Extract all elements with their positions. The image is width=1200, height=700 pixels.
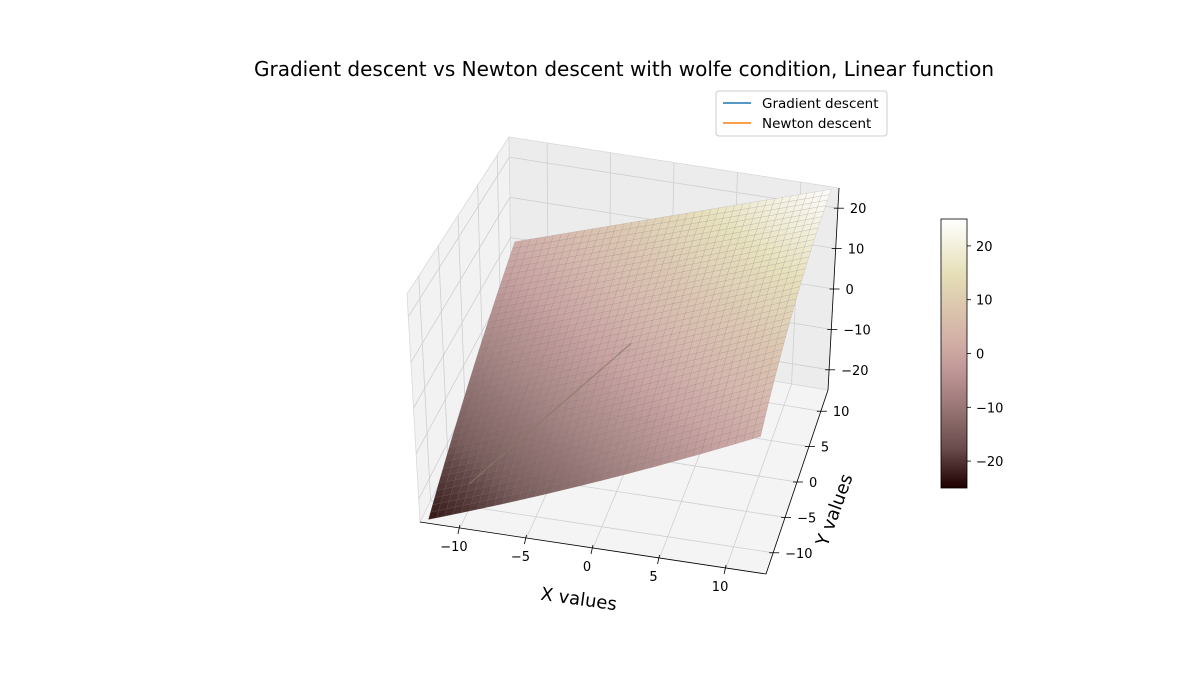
descent-path-newton	[468, 343, 632, 485]
surface-cell	[766, 368, 778, 379]
y-tick-label: −10	[785, 547, 812, 562]
grid-line	[413, 237, 511, 409]
surface-cell	[770, 355, 781, 365]
z-tick-label: −10	[843, 323, 870, 338]
z-ticks: −20 −10 0 10 20	[825, 202, 871, 379]
colorbar-tick-label: 0	[976, 348, 984, 363]
y-tick-label: 10	[833, 405, 850, 420]
x-tick-label: −5	[511, 550, 530, 565]
surface-cell	[784, 304, 795, 314]
x-tick-label: −10	[440, 540, 467, 555]
z-tick-label: 0	[846, 283, 854, 298]
colorbar-tick-label: 10	[976, 294, 993, 309]
x-tick-label: 10	[712, 580, 729, 595]
y-tick-label: 5	[821, 441, 829, 456]
legend-label-gradient: Gradient descent	[762, 96, 879, 112]
grid-line	[410, 197, 511, 363]
colorbar-tick-label: −10	[976, 401, 1003, 416]
x-tick-mark	[590, 544, 594, 555]
surface-cell	[755, 415, 766, 426]
surface-cell	[782, 310, 794, 320]
surface-cell	[763, 381, 775, 392]
surface-cell	[768, 361, 780, 372]
surface-cell	[817, 199, 828, 208]
x-tick-mark	[457, 524, 461, 535]
surface-cell	[778, 323, 790, 333]
legend-label-newton: Newton descent	[762, 116, 871, 132]
z-tick-label: 10	[848, 243, 865, 258]
descent-path-gradient	[468, 343, 632, 485]
surface-cell	[813, 210, 825, 219]
x-axis-label: X values	[539, 584, 618, 615]
x-tick-mark	[723, 564, 727, 575]
colorbar	[940, 218, 968, 489]
grid-line	[430, 500, 774, 554]
colorbar-tick-label: −20	[976, 455, 1003, 470]
surface-cell	[780, 317, 792, 327]
surface-cell	[751, 429, 763, 440]
x-tick-label: 0	[583, 560, 591, 575]
surface-cell	[775, 336, 787, 346]
surface-plot	[428, 188, 832, 520]
grid-line	[407, 156, 510, 318]
z-tick-label: 20	[850, 202, 867, 217]
x-axis-line	[419, 521, 767, 575]
colorbar-tick-label: 20	[976, 240, 993, 255]
y-axis-label: Y values	[812, 471, 858, 550]
surface-cell	[787, 292, 799, 302]
chart-title: Gradient descent vs Newton descent with …	[254, 57, 994, 81]
y-ticks: −10 −5 0 5 10	[769, 405, 849, 562]
x-tick-mark	[524, 534, 527, 545]
y-tick-label: −5	[797, 511, 816, 526]
legend-box	[715, 90, 888, 137]
x-tick-label: 5	[649, 570, 657, 585]
x-ticks: −10 −5 0 5 10	[440, 524, 729, 595]
colorbar-ticks: 20 10 0 −10 −20	[967, 240, 1003, 470]
descent-paths	[468, 343, 632, 485]
z-tick-label: −20	[841, 364, 868, 379]
legend: Gradient descent Newton descent	[715, 90, 888, 137]
x-tick-mark	[657, 554, 660, 565]
surface-cell	[753, 422, 765, 433]
y-tick-label: 0	[809, 476, 817, 491]
surface-cell	[756, 408, 768, 419]
surface-cell	[815, 205, 826, 214]
